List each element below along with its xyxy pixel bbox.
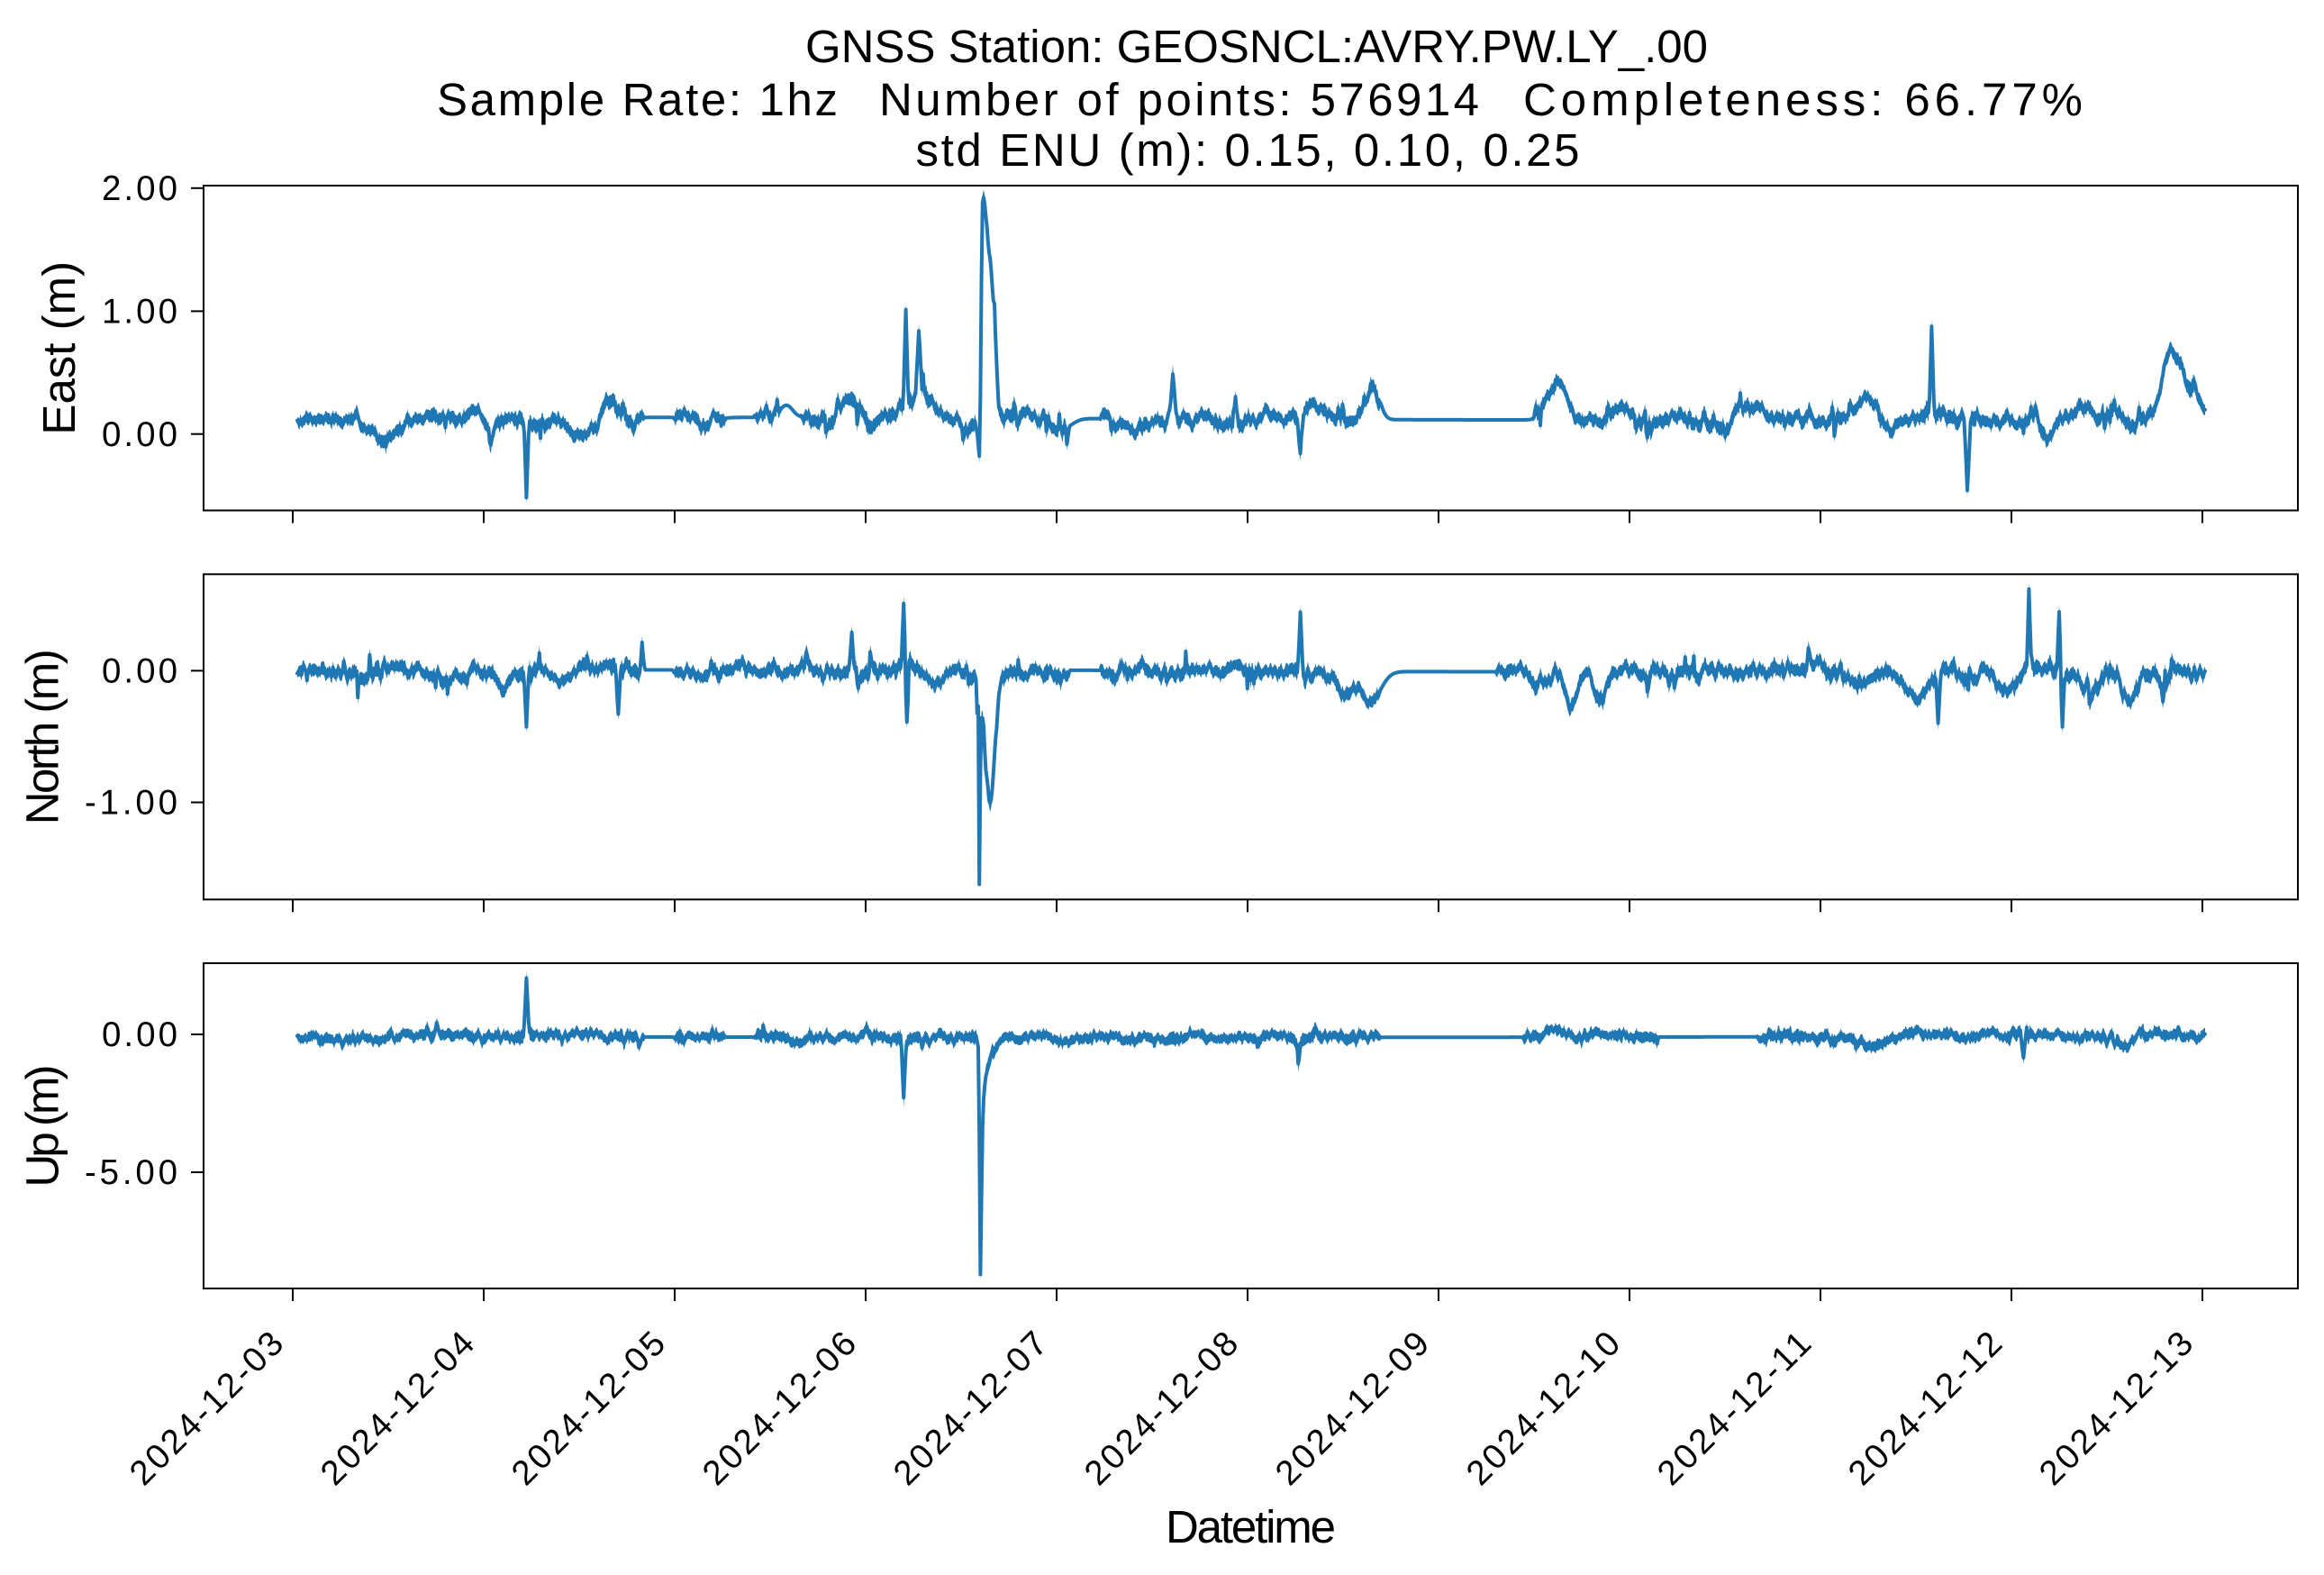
svg-text:2.00: 2.00	[102, 169, 177, 208]
svg-text:std ENU (m): 0.15, 0.10, 0.25: std ENU (m): 0.15, 0.10, 0.25	[916, 124, 1580, 176]
svg-text:-5.00: -5.00	[85, 1153, 177, 1192]
svg-text:0.00: 0.00	[102, 415, 177, 454]
svg-text:Up (m): Up (m)	[17, 1065, 68, 1188]
svg-text:1.00: 1.00	[102, 293, 177, 332]
svg-text:East (m): East (m)	[33, 261, 85, 435]
svg-text:Number of points: 576914: Number of points: 576914	[879, 74, 1479, 125]
svg-text:Sample Rate: 1hz: Sample Rate: 1hz	[437, 74, 838, 125]
svg-text:0.00: 0.00	[102, 652, 177, 691]
svg-text:-1.00: -1.00	[85, 784, 177, 823]
svg-text:North (m): North (m)	[17, 649, 68, 824]
svg-text:0.00: 0.00	[102, 1015, 177, 1054]
svg-text:GNSS Station: GEOSNCL:AVRY.PW.: GNSS Station: GEOSNCL:AVRY.PW.LY_.00	[805, 21, 1708, 72]
svg-text:Datetime: Datetime	[1166, 1501, 1336, 1552]
svg-text:Completeness: 66.77%: Completeness: 66.77%	[1523, 74, 2083, 125]
